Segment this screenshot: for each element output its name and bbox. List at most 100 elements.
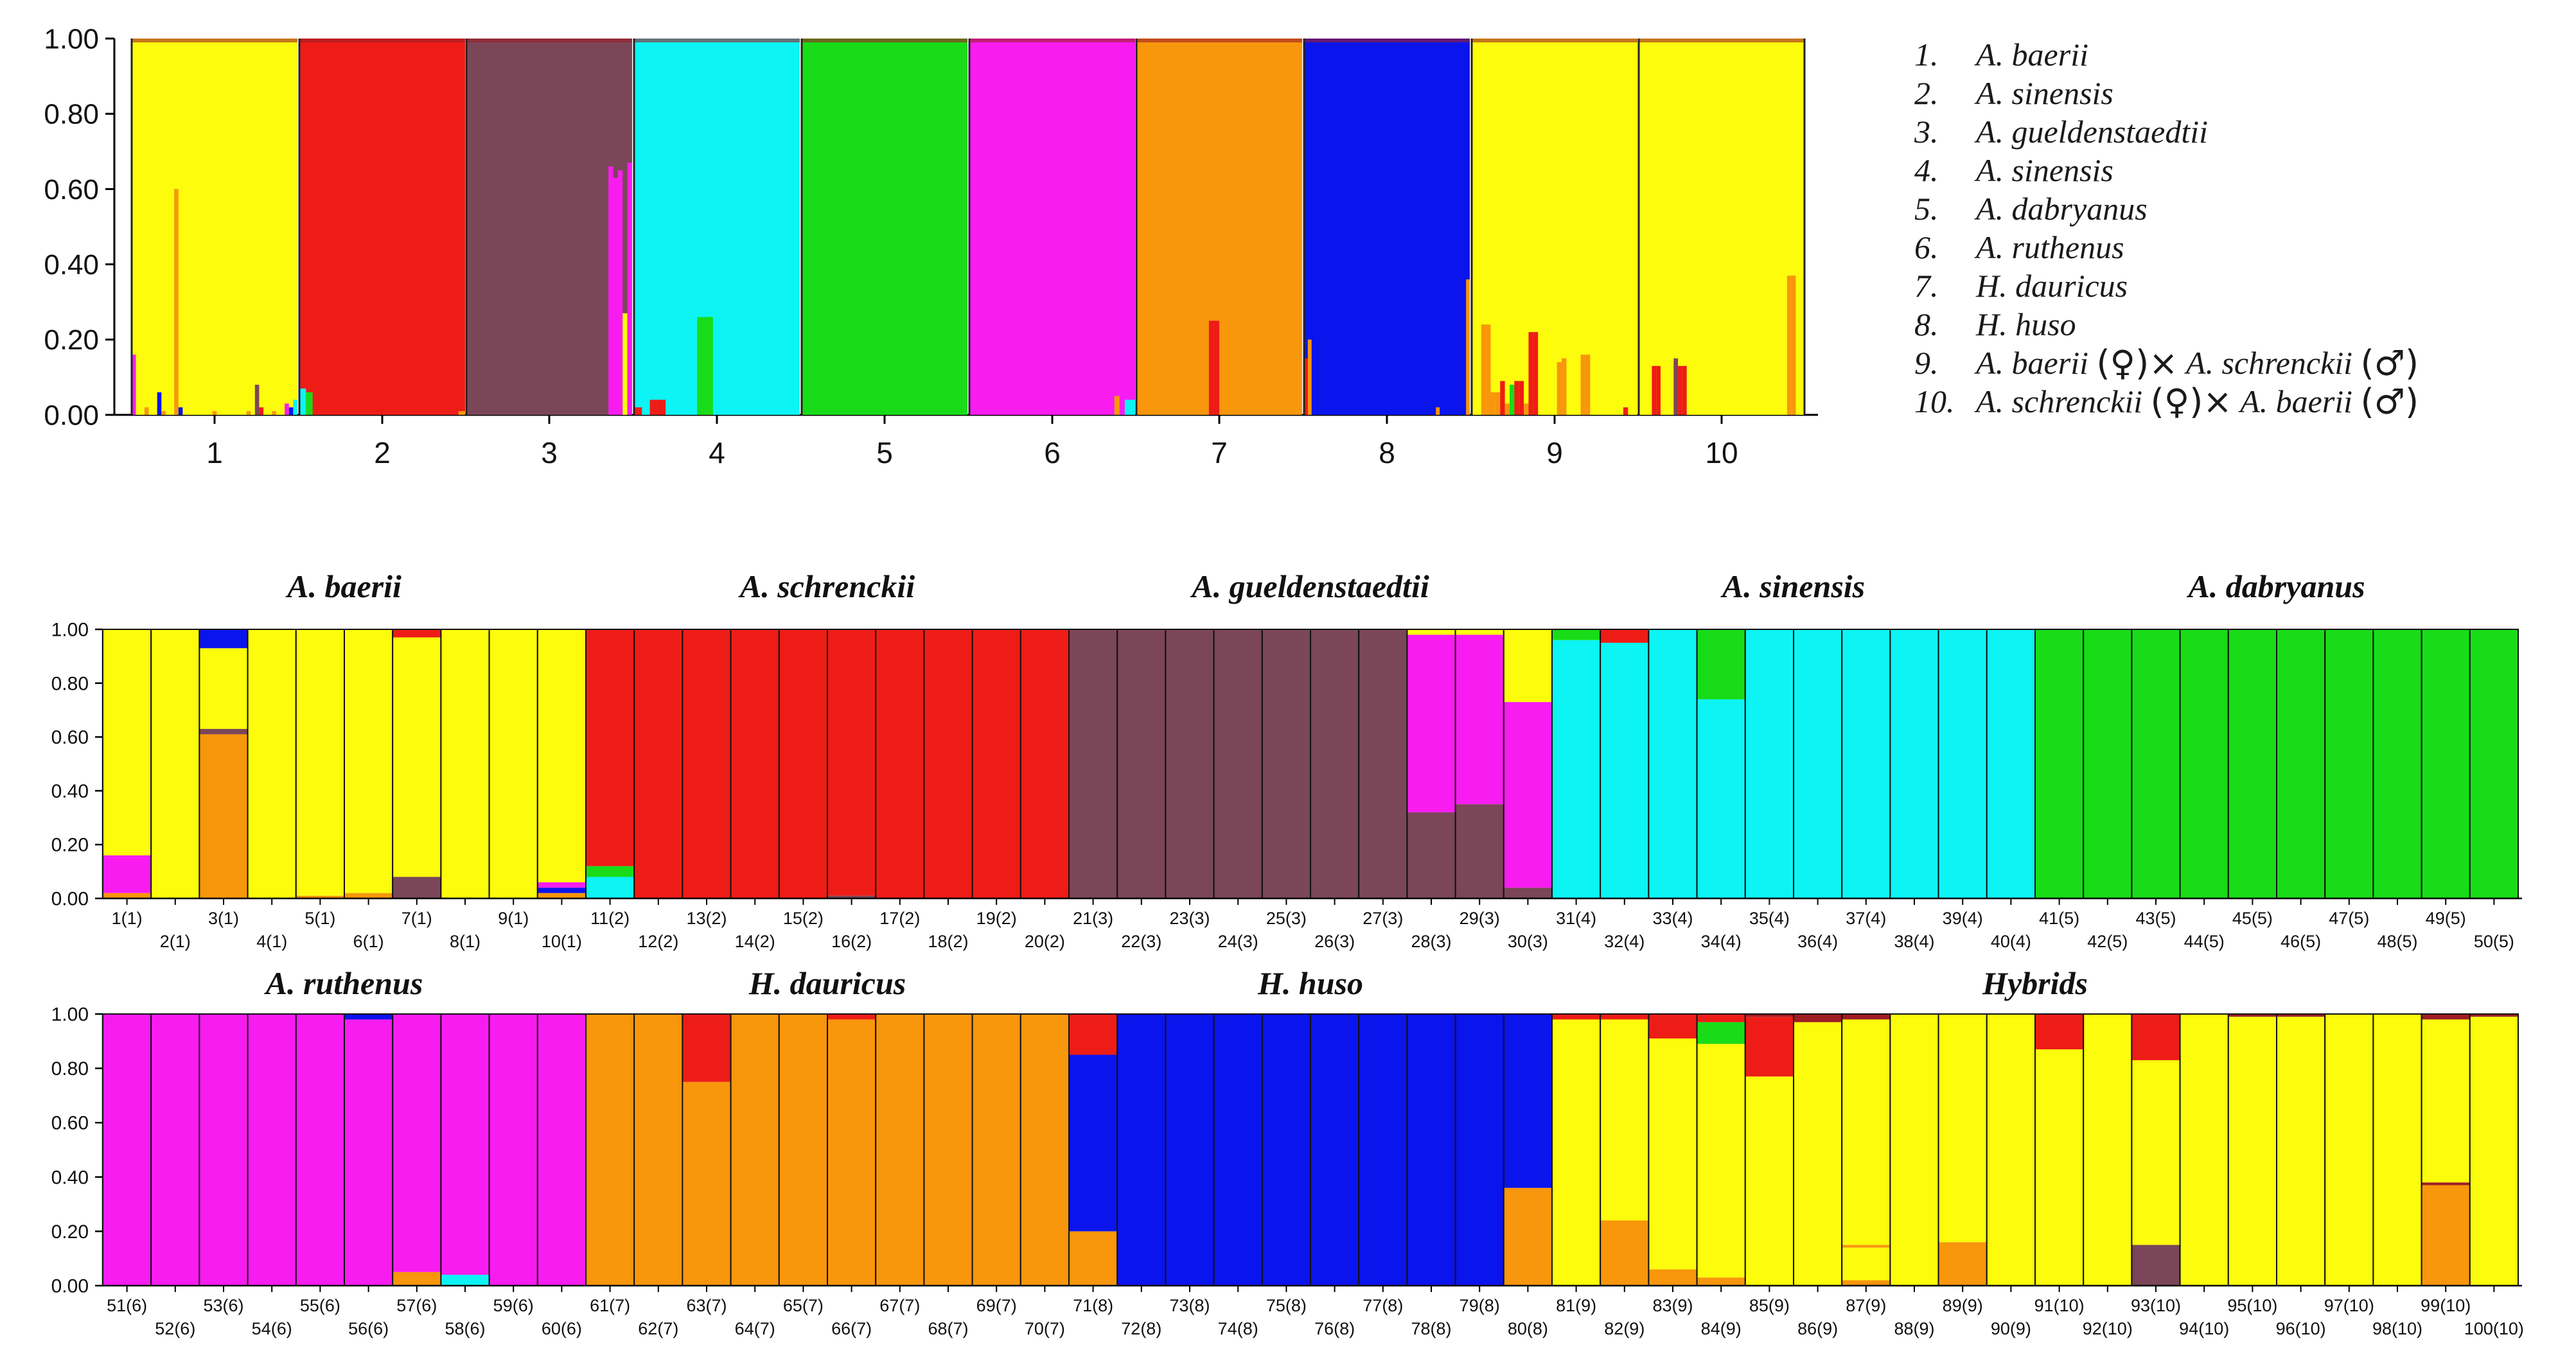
- individual-bar: [199, 729, 248, 735]
- individual-bar: [1310, 629, 1359, 898]
- individual-bar: [827, 895, 876, 898]
- individual-bar: [1890, 1014, 1939, 1286]
- admixture-bar: [1114, 396, 1120, 415]
- sample-label: 49(5): [2426, 909, 2466, 928]
- top-fringe: [1472, 39, 1637, 42]
- sample-label: 12(2): [638, 932, 678, 951]
- individual-bar: [1262, 629, 1310, 898]
- sample-label: 88(9): [1894, 1319, 1934, 1338]
- individual-bar: [393, 877, 441, 898]
- sample-label: 3(1): [208, 909, 239, 928]
- x-tick-label: 3: [541, 436, 558, 469]
- sample-label: 27(3): [1363, 909, 1403, 928]
- individual-bar: [199, 629, 248, 649]
- admixture-bar: [1083, 46, 1089, 415]
- admixture-bar: [1213, 320, 1219, 415]
- individual-bar: [2180, 1014, 2228, 1286]
- sample-label: 73(8): [1169, 1296, 1210, 1315]
- sample-label: 50(5): [2474, 932, 2514, 951]
- individual-bar: [1117, 629, 1166, 898]
- sample-label: 58(6): [445, 1319, 485, 1338]
- individual-bar: [2469, 1017, 2518, 1286]
- individual-bar: [924, 1014, 973, 1286]
- individual-bar: [1697, 1014, 1745, 1022]
- individual-bar: [1842, 1247, 1891, 1281]
- admixture-bar: [144, 407, 149, 415]
- population-block: [132, 39, 297, 415]
- admixture-bar: [1528, 332, 1533, 415]
- individual-bar: [779, 1014, 827, 1286]
- admixture-bar: [697, 317, 705, 415]
- top-fringe: [299, 39, 465, 42]
- individual-bar: [2228, 1017, 2277, 1286]
- sample-label: 8(1): [450, 932, 481, 951]
- top-fringe: [969, 39, 1135, 42]
- sample-label: 81(9): [1556, 1296, 1596, 1315]
- sample-label: 61(7): [590, 1296, 630, 1315]
- admixture-bar: [161, 411, 166, 415]
- cross-symbol: ×: [2149, 342, 2178, 383]
- individual-bar: [586, 629, 635, 866]
- individual-bar: [393, 1014, 441, 1272]
- legend-item: 7H. dauricus: [1914, 267, 2531, 305]
- individual-bar: [1842, 629, 1891, 898]
- individual-bar: [296, 629, 344, 896]
- sample-label: 25(3): [1266, 909, 1307, 928]
- admixture-bar: [1509, 385, 1515, 415]
- sample-label: 96(10): [2276, 1319, 2326, 1338]
- admixture-bar: [1124, 399, 1130, 415]
- admixture-bar: [613, 177, 618, 415]
- x-tick-label: 4: [709, 436, 725, 469]
- individual-bar: [779, 629, 827, 898]
- individual-bar: [1600, 1014, 1649, 1020]
- individual-bar: [1938, 1014, 1987, 1243]
- legend-species: A. schrenckii: [1976, 383, 2143, 419]
- x-tick-label: 8: [1379, 436, 1395, 469]
- individual-bar: [2421, 629, 2470, 898]
- population-block: [1639, 39, 1804, 415]
- sample-label: 26(3): [1314, 932, 1355, 951]
- individual-bar: [537, 887, 586, 893]
- female-symbol: (♀): [2150, 381, 2203, 422]
- sample-label: 71(8): [1073, 1296, 1113, 1315]
- legend-species: A. baerii: [1976, 37, 2088, 73]
- admixture-bar: [1678, 365, 1682, 415]
- individual-bar: [441, 1014, 490, 1275]
- sample-label: 15(2): [783, 909, 824, 928]
- individual-bar: [344, 629, 393, 893]
- admixture-bar: [1296, 46, 1302, 415]
- sample-label: 40(4): [1991, 932, 2031, 951]
- individual-bar: [1020, 1014, 1069, 1286]
- y-tick-label: 1.00: [44, 23, 99, 55]
- individual-bar: [1455, 629, 1504, 635]
- cross-symbol: ×: [2203, 381, 2232, 422]
- individual-bar: [199, 648, 248, 730]
- sample-label: 97(10): [2324, 1296, 2374, 1315]
- individual-bar: [1455, 1014, 1504, 1286]
- individual-bar: [1842, 1280, 1891, 1286]
- individual-bar: [2083, 629, 2132, 898]
- individual-bar: [2277, 1017, 2325, 1286]
- sample-label: 31(4): [1556, 909, 1596, 928]
- individual-bar: [393, 1272, 441, 1286]
- legend-item: 2A. sinensis: [1914, 74, 2531, 112]
- sample-label: 48(5): [2377, 932, 2417, 951]
- admixture-bar: [1466, 279, 1470, 415]
- admixture-bar: [299, 388, 306, 415]
- individual-bar: [876, 1014, 924, 1286]
- individual-bar: [2325, 1014, 2374, 1286]
- admixture-bar: [622, 313, 628, 415]
- sample-label: 60(6): [542, 1319, 582, 1338]
- individual-bar: [1165, 629, 1214, 898]
- sample-label: 78(8): [1411, 1319, 1451, 1338]
- individual-bar: [1552, 1014, 1601, 1020]
- admixture-bar: [1533, 332, 1539, 415]
- individual-bar: [1600, 642, 1649, 898]
- legend-item: 1A. baerii: [1914, 35, 2531, 74]
- sample-label: 98(10): [2372, 1319, 2422, 1338]
- top-fringe: [1304, 39, 1470, 42]
- sample-label: 65(7): [783, 1296, 824, 1315]
- individual-bar: [1407, 629, 1456, 635]
- legend-number: 2: [1914, 74, 1976, 112]
